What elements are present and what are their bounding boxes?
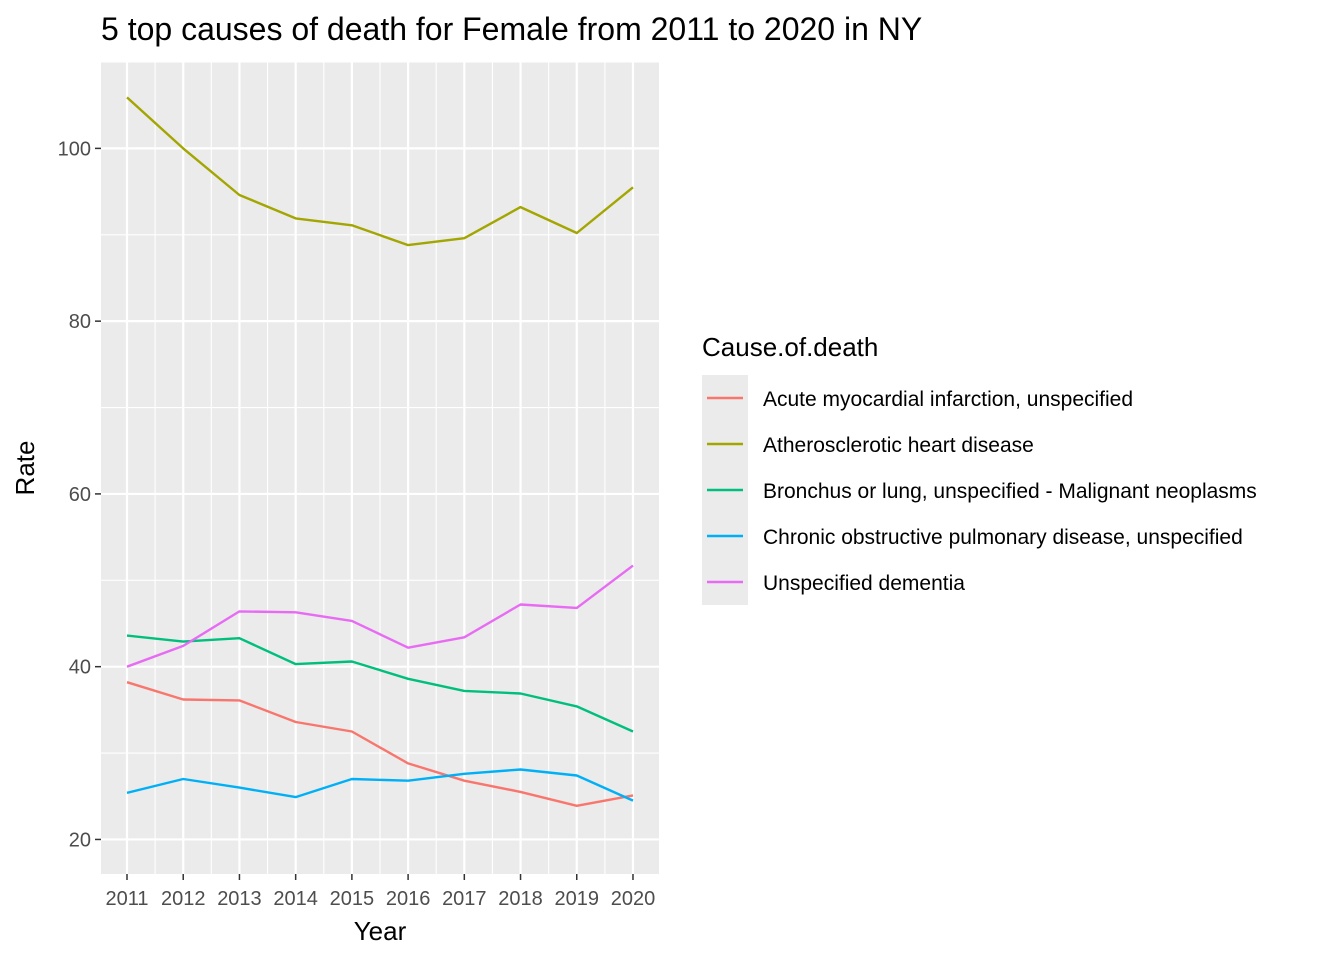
y-tick-label: 80: [69, 311, 91, 333]
legend-items: Acute myocardial infarction, unspecified…: [707, 388, 1257, 595]
x-tick-label: 2013: [217, 888, 262, 910]
x-axis-title: Year: [354, 916, 407, 946]
y-tick-label: 60: [69, 484, 91, 506]
series-lines: [126, 96, 634, 807]
series-line: [126, 634, 634, 733]
legend-label: Chronic obstructive pulmonary disease, u…: [763, 526, 1243, 549]
legend-label: Unspecified dementia: [763, 572, 965, 595]
legend-label: Bronchus or lung, unspecified - Malignan…: [763, 480, 1257, 503]
series-line: [126, 96, 634, 247]
y-axis: 20 40 60 80 100: [58, 138, 101, 851]
x-tick-label: 2016: [386, 888, 431, 910]
legend-label: Acute myocardial infarction, unspecified: [763, 388, 1133, 411]
x-tick-label: 2020: [611, 888, 656, 910]
x-tick-label: 2019: [555, 888, 600, 910]
y-tick-label: 40: [69, 657, 91, 679]
x-tick-label: 2017: [442, 888, 487, 910]
minor-gridlines: [101, 61, 659, 874]
chart-title: 5 top causes of death for Female from 20…: [101, 11, 922, 47]
y-axis-title: Rate: [10, 441, 40, 496]
legend-title: Cause.of.death: [702, 332, 878, 362]
x-tick-label: 2014: [273, 888, 318, 910]
legend-label: Atherosclerotic heart disease: [763, 434, 1034, 457]
y-tick-label: 20: [69, 829, 91, 851]
major-gridlines: [101, 62, 659, 874]
series-line: [126, 768, 634, 802]
y-tick-label: 100: [58, 138, 91, 160]
legend: Cause.of.death Acute myocardial infarcti…: [702, 332, 1257, 605]
series-line: [126, 564, 634, 668]
x-tick-label: 2018: [498, 888, 543, 910]
series-line: [126, 681, 634, 807]
x-axis: 2011 2012 2013 2014 2015 2016 2017 2018 2019 2020: [105, 874, 655, 910]
x-tick-label: 2015: [330, 888, 375, 910]
x-tick-label: 2012: [161, 888, 206, 910]
x-tick-label: 2011: [105, 888, 148, 910]
